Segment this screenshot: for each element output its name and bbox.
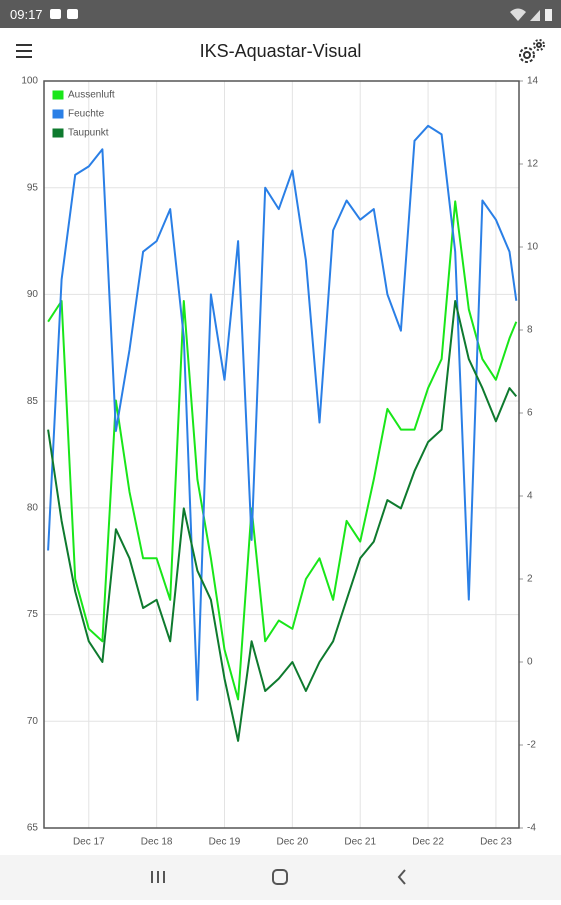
legend-label: Feuchte xyxy=(68,109,105,120)
x-tick-label: Dec 20 xyxy=(277,837,309,848)
menu-button[interactable] xyxy=(16,44,32,58)
nav-icons xyxy=(151,869,406,885)
back-button[interactable] xyxy=(397,869,406,885)
recent-apps-button[interactable] xyxy=(151,871,165,883)
chart: 65 70 75 80 85 90 95 100 -4 -2 0 2 4 6 8 10 12 14 Dec 17 De… xyxy=(15,75,546,850)
app-bar-icons xyxy=(16,39,545,63)
series-line xyxy=(47,124,518,701)
x-tick-label: Dec 22 xyxy=(412,837,444,848)
x-tick-label: Dec 18 xyxy=(141,837,173,848)
series-line xyxy=(47,200,518,701)
y2-tick-label: 12 xyxy=(527,159,539,170)
y2-tick-label: 6 xyxy=(527,408,533,419)
y-tick-label: 100 xyxy=(21,76,38,87)
chart-background xyxy=(15,75,546,850)
y2-tick-label: -2 xyxy=(527,740,536,751)
y2-tick-label: 0 xyxy=(527,657,533,668)
notification-icon xyxy=(67,9,78,19)
y2-tick-label: 4 xyxy=(527,491,533,502)
legend-item[interactable]: Taupunkt xyxy=(51,127,109,139)
status-bar: 09:17 xyxy=(0,0,561,28)
settings-button[interactable] xyxy=(519,39,545,63)
plot-border xyxy=(43,80,520,829)
legend-label: Aussenluft xyxy=(68,90,115,101)
x-tick-label: Dec 21 xyxy=(344,837,376,848)
battery-icon xyxy=(545,9,552,21)
y-tick-label: 70 xyxy=(27,716,39,727)
legend-swatch xyxy=(51,127,65,139)
series-line xyxy=(47,300,518,742)
app-title: IKS-Aquastar-Visual xyxy=(199,41,362,61)
legend-item[interactable]: Aussenluft xyxy=(51,89,115,101)
signal-icon xyxy=(530,10,540,21)
y2-tick-label: -4 xyxy=(527,823,536,834)
app-bar: IKS-Aquastar-Visual xyxy=(0,28,561,74)
x-tick-label: Dec 23 xyxy=(480,837,512,848)
x-tick-label: Dec 19 xyxy=(209,837,241,848)
legend-swatch xyxy=(51,108,65,120)
y-tick-label: 75 xyxy=(27,609,39,620)
y2-tick-label: 2 xyxy=(527,574,533,585)
status-icons xyxy=(50,8,552,21)
legend-label: Taupunkt xyxy=(68,128,109,139)
legend-swatch xyxy=(51,89,65,101)
y2-tick-label: 10 xyxy=(527,242,539,253)
wifi-icon xyxy=(510,8,526,21)
legend-item[interactable]: Feuchte xyxy=(51,108,105,120)
y-tick-label: 80 xyxy=(27,502,39,513)
notification-icon xyxy=(50,9,61,19)
y-tick-label: 65 xyxy=(27,823,39,834)
y-tick-label: 85 xyxy=(27,396,39,407)
status-time: 09:17 xyxy=(10,7,43,22)
home-button[interactable] xyxy=(272,869,288,885)
y-tick-label: 90 xyxy=(27,289,39,300)
y2-tick-label: 14 xyxy=(527,76,539,87)
y-tick-label: 95 xyxy=(27,182,39,193)
y2-tick-label: 8 xyxy=(527,325,533,336)
x-tick-label: Dec 17 xyxy=(73,837,105,848)
nav-bar xyxy=(0,855,561,900)
